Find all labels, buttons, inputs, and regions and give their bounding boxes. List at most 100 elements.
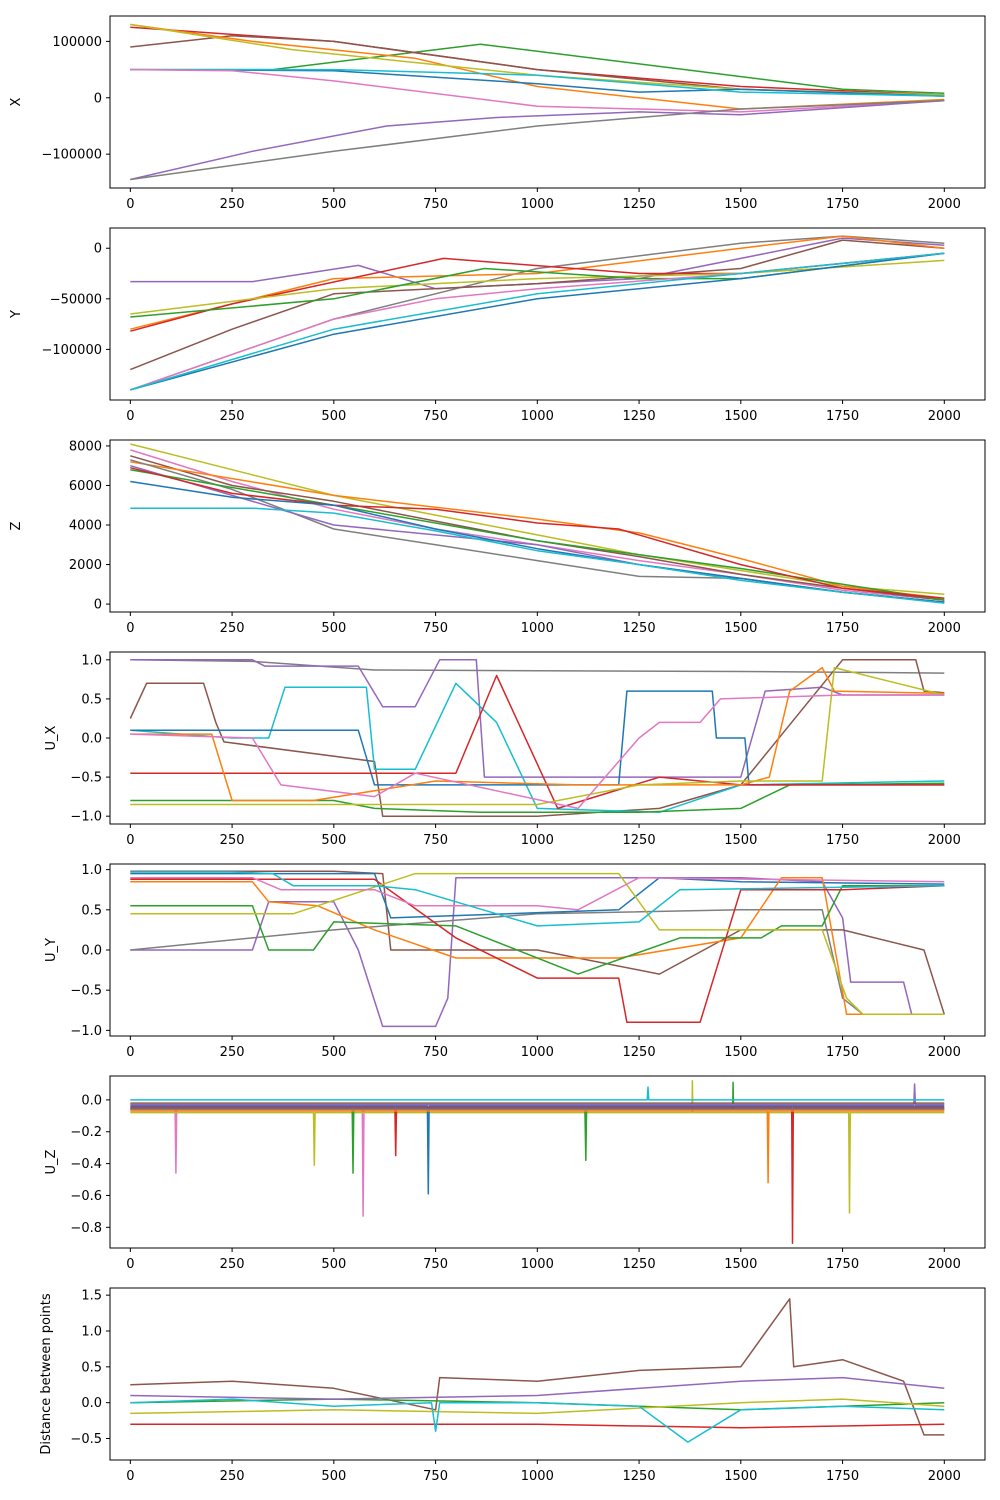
series-line-0 (130, 1298, 945, 1436)
x-tick-label: 1250 (623, 833, 656, 848)
series-line-0 (130, 1107, 945, 1217)
x-tick-label: 250 (220, 1045, 245, 1060)
x-tick-label: 500 (321, 197, 346, 212)
x-tick-label: 500 (321, 1257, 346, 1272)
x-tick-label: 2000 (928, 833, 961, 848)
x-tick-label: 0 (126, 409, 134, 424)
y-tick-label: −100000 (41, 343, 102, 358)
y-tick-label: −1.0 (70, 1024, 102, 1039)
y-tick-label: −100000 (41, 148, 102, 163)
series-line-9 (130, 871, 945, 927)
series-line-4 (130, 876, 945, 1016)
panel-u-x: 0 250 500 750 1000 1250 1500 1750 2000 −1.0 −0.5 0.… (44, 651, 986, 848)
series-line-5 (130, 1398, 945, 1443)
axes-frame (109, 1287, 986, 1461)
series-line-7 (130, 68, 945, 113)
series-line-3 (130, 872, 945, 919)
series-line-8 (130, 666, 945, 806)
y-tick-label: −0.6 (70, 1189, 102, 1204)
x-tick-label: 1000 (521, 621, 554, 636)
y-axis-label: U_X (44, 725, 59, 750)
x-tick-label: 0 (126, 833, 134, 848)
x-tick-label: 1500 (724, 197, 757, 212)
series-line-5 (130, 68, 945, 97)
panel-x: 0 250 500 750 1000 1250 1500 1750 2000 −100000 0 10… (9, 15, 986, 212)
y-tick-label: 0 (94, 91, 102, 106)
series-group (130, 235, 945, 391)
axes-frame (109, 1075, 986, 1249)
x-tick-label: 1000 (521, 1469, 554, 1484)
x-tick-label: 1500 (724, 621, 757, 636)
series-line-1 (130, 449, 945, 601)
series-group (129, 659, 945, 817)
series-line-2 (130, 239, 945, 371)
x-tick-label: 2000 (928, 197, 961, 212)
x-tick-label: 750 (423, 1469, 448, 1484)
y-tick-label: 0 (94, 242, 102, 257)
x-tick-label: 500 (321, 409, 346, 424)
x-tick-label: 1500 (724, 409, 757, 424)
x-tick-label: 1500 (724, 1257, 757, 1272)
x-tick-label: 250 (220, 409, 245, 424)
x-tick-label: 1500 (724, 1045, 757, 1060)
x-tick-label: 1500 (724, 833, 757, 848)
series-line-5 (130, 259, 945, 315)
series-group (130, 1080, 945, 1244)
y-axis-label: Distance between points (39, 1293, 54, 1454)
x-tick-label: 500 (321, 621, 346, 636)
series-line-3 (130, 235, 945, 330)
series-line-9 (130, 252, 945, 391)
panel-u-y: 0 250 500 750 1000 1250 1500 1750 2000 −1.0 −0.5 0.… (44, 863, 986, 1060)
y-tick-label: 2000 (69, 558, 102, 573)
y-axis-label: X (9, 97, 24, 106)
series-line-7 (130, 872, 945, 1016)
y-tick-label: −1.0 (70, 810, 102, 825)
x-tick-label: 1750 (826, 1469, 859, 1484)
x-tick-label: 0 (126, 1469, 134, 1484)
series-line-6 (130, 674, 945, 810)
series-group (130, 1298, 945, 1443)
series-line-6 (130, 252, 945, 318)
x-tick-label: 2000 (928, 621, 961, 636)
series-line-9 (130, 507, 945, 604)
series-line-7 (130, 666, 945, 802)
y-tick-label: 1.0 (81, 1325, 102, 1340)
x-tick-label: 2000 (928, 1045, 961, 1060)
x-tick-label: 250 (220, 1257, 245, 1272)
x-tick-label: 1000 (521, 833, 554, 848)
y-tick-label: 0.0 (81, 1093, 102, 1108)
x-tick-label: 1750 (826, 833, 859, 848)
x-tick-label: 1250 (623, 621, 656, 636)
x-tick-label: 1750 (826, 1045, 859, 1060)
y-tick-label: −50000 (50, 292, 102, 307)
y-tick-label: 1.0 (81, 863, 102, 878)
x-tick-label: 750 (423, 833, 448, 848)
x-tick-label: 1000 (521, 409, 554, 424)
y-tick-label: −0.2 (70, 1125, 102, 1140)
series-line-2 (129, 659, 945, 817)
series-line-8 (130, 99, 945, 181)
x-tick-label: 500 (321, 1045, 346, 1060)
x-tick-label: 1750 (826, 1257, 859, 1272)
x-tick-label: 2000 (928, 1257, 961, 1272)
y-tick-label: 0.0 (81, 732, 102, 747)
series-line-1 (130, 1080, 945, 1214)
axes-frame (109, 227, 986, 401)
y-tick-label: 0.5 (81, 903, 102, 918)
y-axis-label: Z (9, 521, 24, 530)
y-tick-label: 0.0 (81, 1396, 102, 1411)
x-tick-label: 500 (321, 833, 346, 848)
x-tick-label: 1750 (826, 197, 859, 212)
x-tick-label: 1250 (623, 197, 656, 212)
panel-distance: 0 250 500 750 1000 1250 1500 1750 2000 −0.5 0.0 0.5… (39, 1287, 986, 1484)
x-tick-label: 500 (321, 1469, 346, 1484)
x-tick-label: 1000 (521, 1045, 554, 1060)
y-tick-label: 4000 (69, 519, 102, 534)
series-group (130, 443, 945, 604)
y-tick-label: −0.8 (70, 1221, 102, 1236)
y-tick-label: 0.5 (81, 1360, 102, 1375)
axes-frame (109, 439, 986, 613)
y-tick-label: 100000 (52, 35, 102, 50)
x-tick-label: 750 (423, 1045, 448, 1060)
series-line-9 (130, 1086, 945, 1101)
